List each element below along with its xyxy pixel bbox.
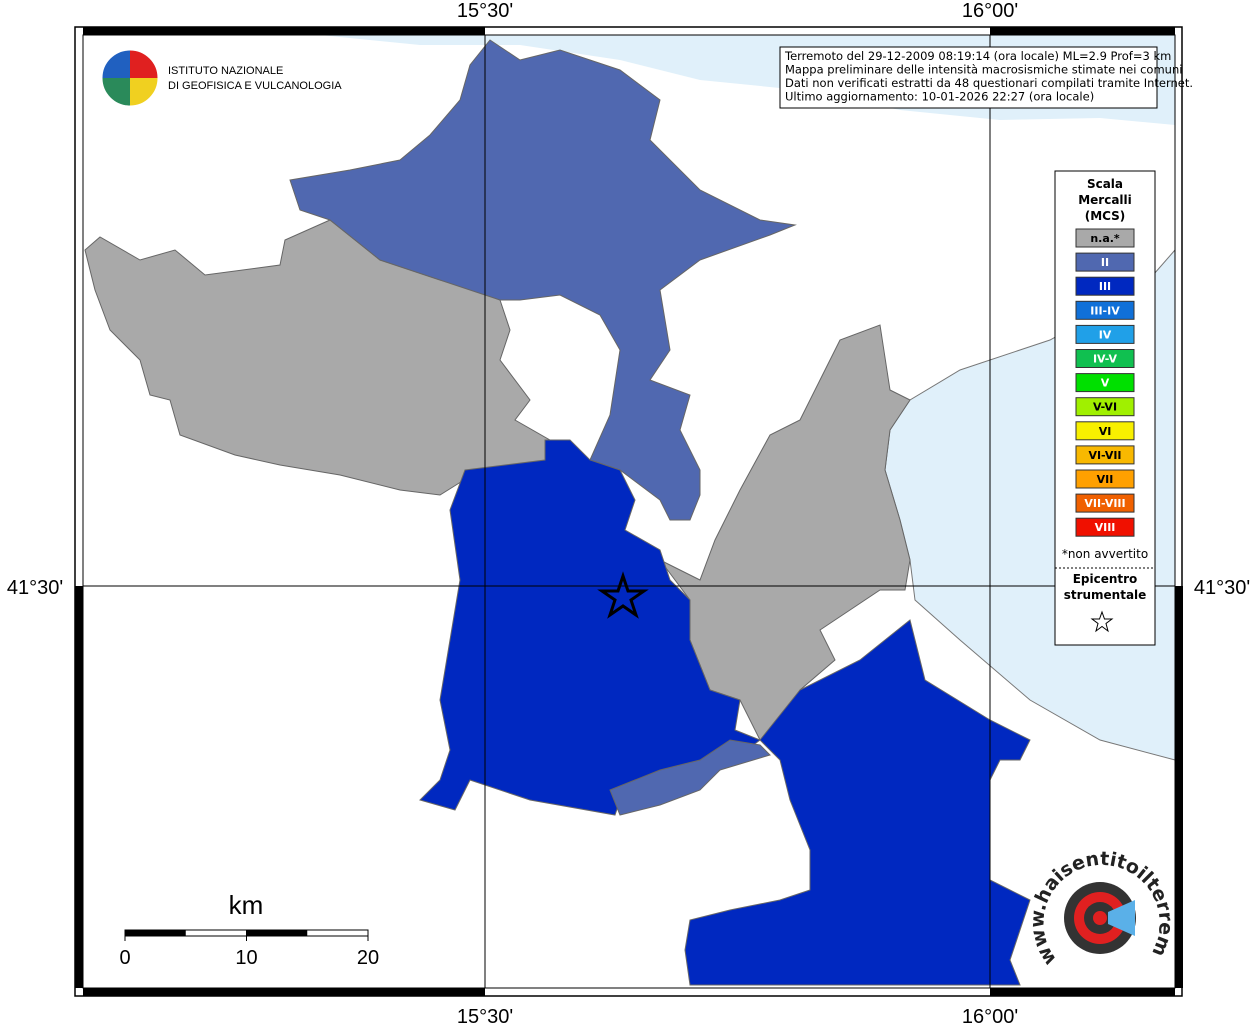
info-line: Ultimo aggiornamento: 10-01-2026 22:27 (… [785, 90, 1094, 104]
legend-label: IV-V [1093, 353, 1118, 366]
legend-label: V-VI [1093, 401, 1117, 414]
scale-segment [246, 930, 308, 936]
legend-title: Scala [1087, 177, 1123, 191]
lon-label: 15°30' [457, 0, 513, 22]
legend-label: IV [1099, 328, 1112, 341]
lat-label: 41°30' [7, 577, 63, 599]
lon-label: 16°00' [962, 0, 1018, 22]
frame [82, 34, 1176, 989]
scale-label: 20 [357, 947, 379, 969]
legend-swatch [1075, 324, 1135, 344]
institute-name: ISTITUTO NAZIONALE [168, 65, 283, 77]
legend-title: (MCS) [1085, 209, 1126, 223]
region [659, 324, 911, 741]
epicenter [597, 571, 649, 619]
legend-swatch [1075, 493, 1135, 513]
region [289, 39, 797, 521]
lon-label: 16°00' [962, 1006, 1018, 1024]
legend-swatch [1075, 517, 1135, 537]
legend-swatch [1075, 397, 1135, 417]
region [684, 619, 1031, 986]
scale-label: 10 [235, 947, 257, 969]
legend-label: VI-VII [1088, 449, 1121, 462]
legend-star [1090, 610, 1114, 633]
legend-label: VII [1097, 473, 1114, 486]
info-box [779, 46, 1158, 109]
legend-swatch [1075, 228, 1135, 248]
frame [74, 26, 1183, 997]
legend-epicenter: strumentale [1064, 588, 1147, 602]
legend-swatch [1075, 300, 1135, 320]
legend-label: n.a.* [1090, 232, 1120, 245]
frame-bars [75, 27, 1183, 996]
institute-name: DI GEOFISICA E VULCANOLOGIA [168, 80, 342, 92]
legend-label: VIII [1095, 521, 1116, 534]
scale-unit: km [229, 890, 264, 920]
legend-swatch [1075, 373, 1135, 393]
info-line: Dati non verificati estratti da 48 quest… [785, 76, 1193, 90]
legend-label: V [1101, 377, 1110, 390]
lon-label: 15°30' [457, 1006, 513, 1024]
info: Terremoto del 29-12-2009 08:19:14 (ora l… [784, 49, 1193, 104]
legend-swatch [1075, 252, 1135, 272]
scale-segment [125, 930, 186, 936]
legend-label: VII-VIII [1084, 497, 1125, 510]
scale-label: 0 [119, 947, 130, 969]
legend-label: III-IV [1090, 304, 1120, 317]
ingv-logo: ISTITUTO NAZIONALE DI GEOFISICA E VULCAN… [101, 49, 342, 107]
legend-swatch [1075, 421, 1135, 441]
info-line: Mappa preliminare delle intensità macros… [785, 63, 1182, 77]
legend-label: VI [1099, 425, 1112, 438]
info-line: Terremoto del 29-12-2009 08:19:14 (ora l… [784, 49, 1171, 63]
legend-swatch [1075, 349, 1135, 368]
scale-bar: km 0 10 20 [119, 890, 379, 969]
legend-label: II [1101, 256, 1109, 269]
legend-note: *non avvertito [1062, 547, 1148, 561]
legend-swatch [1075, 445, 1135, 465]
lat-label: 41°30' [1194, 577, 1250, 599]
legend-swatch [1075, 276, 1135, 296]
legend-title: Mercalli [1078, 193, 1132, 207]
legend-swatch [1075, 469, 1135, 489]
legend-epicenter: Epicentro [1073, 572, 1138, 586]
legend-label: III [1099, 280, 1111, 293]
region [609, 739, 771, 816]
region [419, 439, 762, 816]
legend: ScalaMercalli(MCS)n.a.*IIIIIIII-IVIVIV-V… [1055, 177, 1155, 633]
